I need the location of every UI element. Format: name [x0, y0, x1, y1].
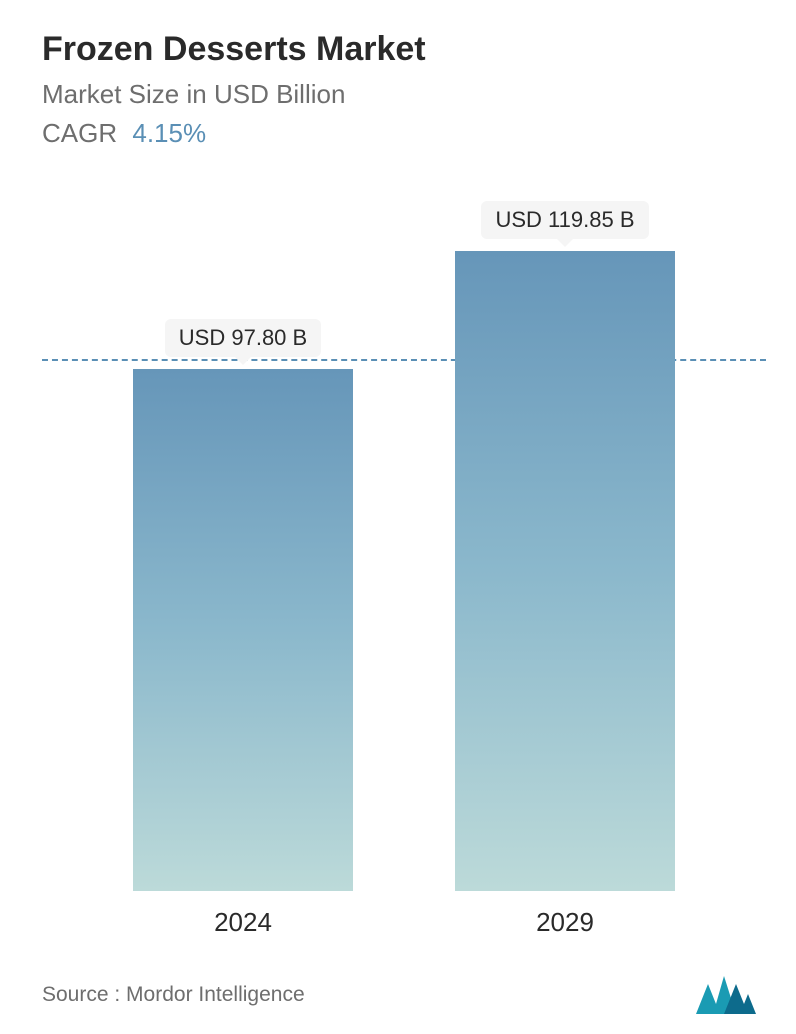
bar-category-label-1: 2029	[536, 907, 594, 938]
chart-container: Frozen Desserts Market Market Size in US…	[0, 0, 796, 1034]
cagr-label: CAGR	[42, 118, 117, 148]
chart-footer: Source : Mordor Intelligence	[42, 958, 766, 1014]
bar-1	[455, 251, 675, 891]
bar-category-label-0: 2024	[214, 907, 272, 938]
bar-group-0: USD 97.80 B 2024	[133, 319, 353, 938]
chart-title: Frozen Desserts Market	[42, 30, 766, 69]
mordor-logo-icon	[696, 976, 756, 1014]
source-text: Source : Mordor Intelligence	[42, 983, 305, 1007]
bar-group-1: USD 119.85 B 2029	[455, 201, 675, 938]
chart-header: Frozen Desserts Market Market Size in US…	[42, 30, 766, 149]
cagr-row: CAGR 4.15%	[42, 118, 766, 149]
bar-value-label-1: USD 119.85 B	[481, 201, 648, 239]
bar-value-label-0: USD 97.80 B	[165, 319, 321, 357]
cagr-value: 4.15%	[132, 118, 206, 148]
chart-subtitle: Market Size in USD Billion	[42, 79, 766, 110]
bar-0	[133, 369, 353, 891]
chart-area: USD 97.80 B 2024 USD 119.85 B 2029	[42, 199, 766, 938]
